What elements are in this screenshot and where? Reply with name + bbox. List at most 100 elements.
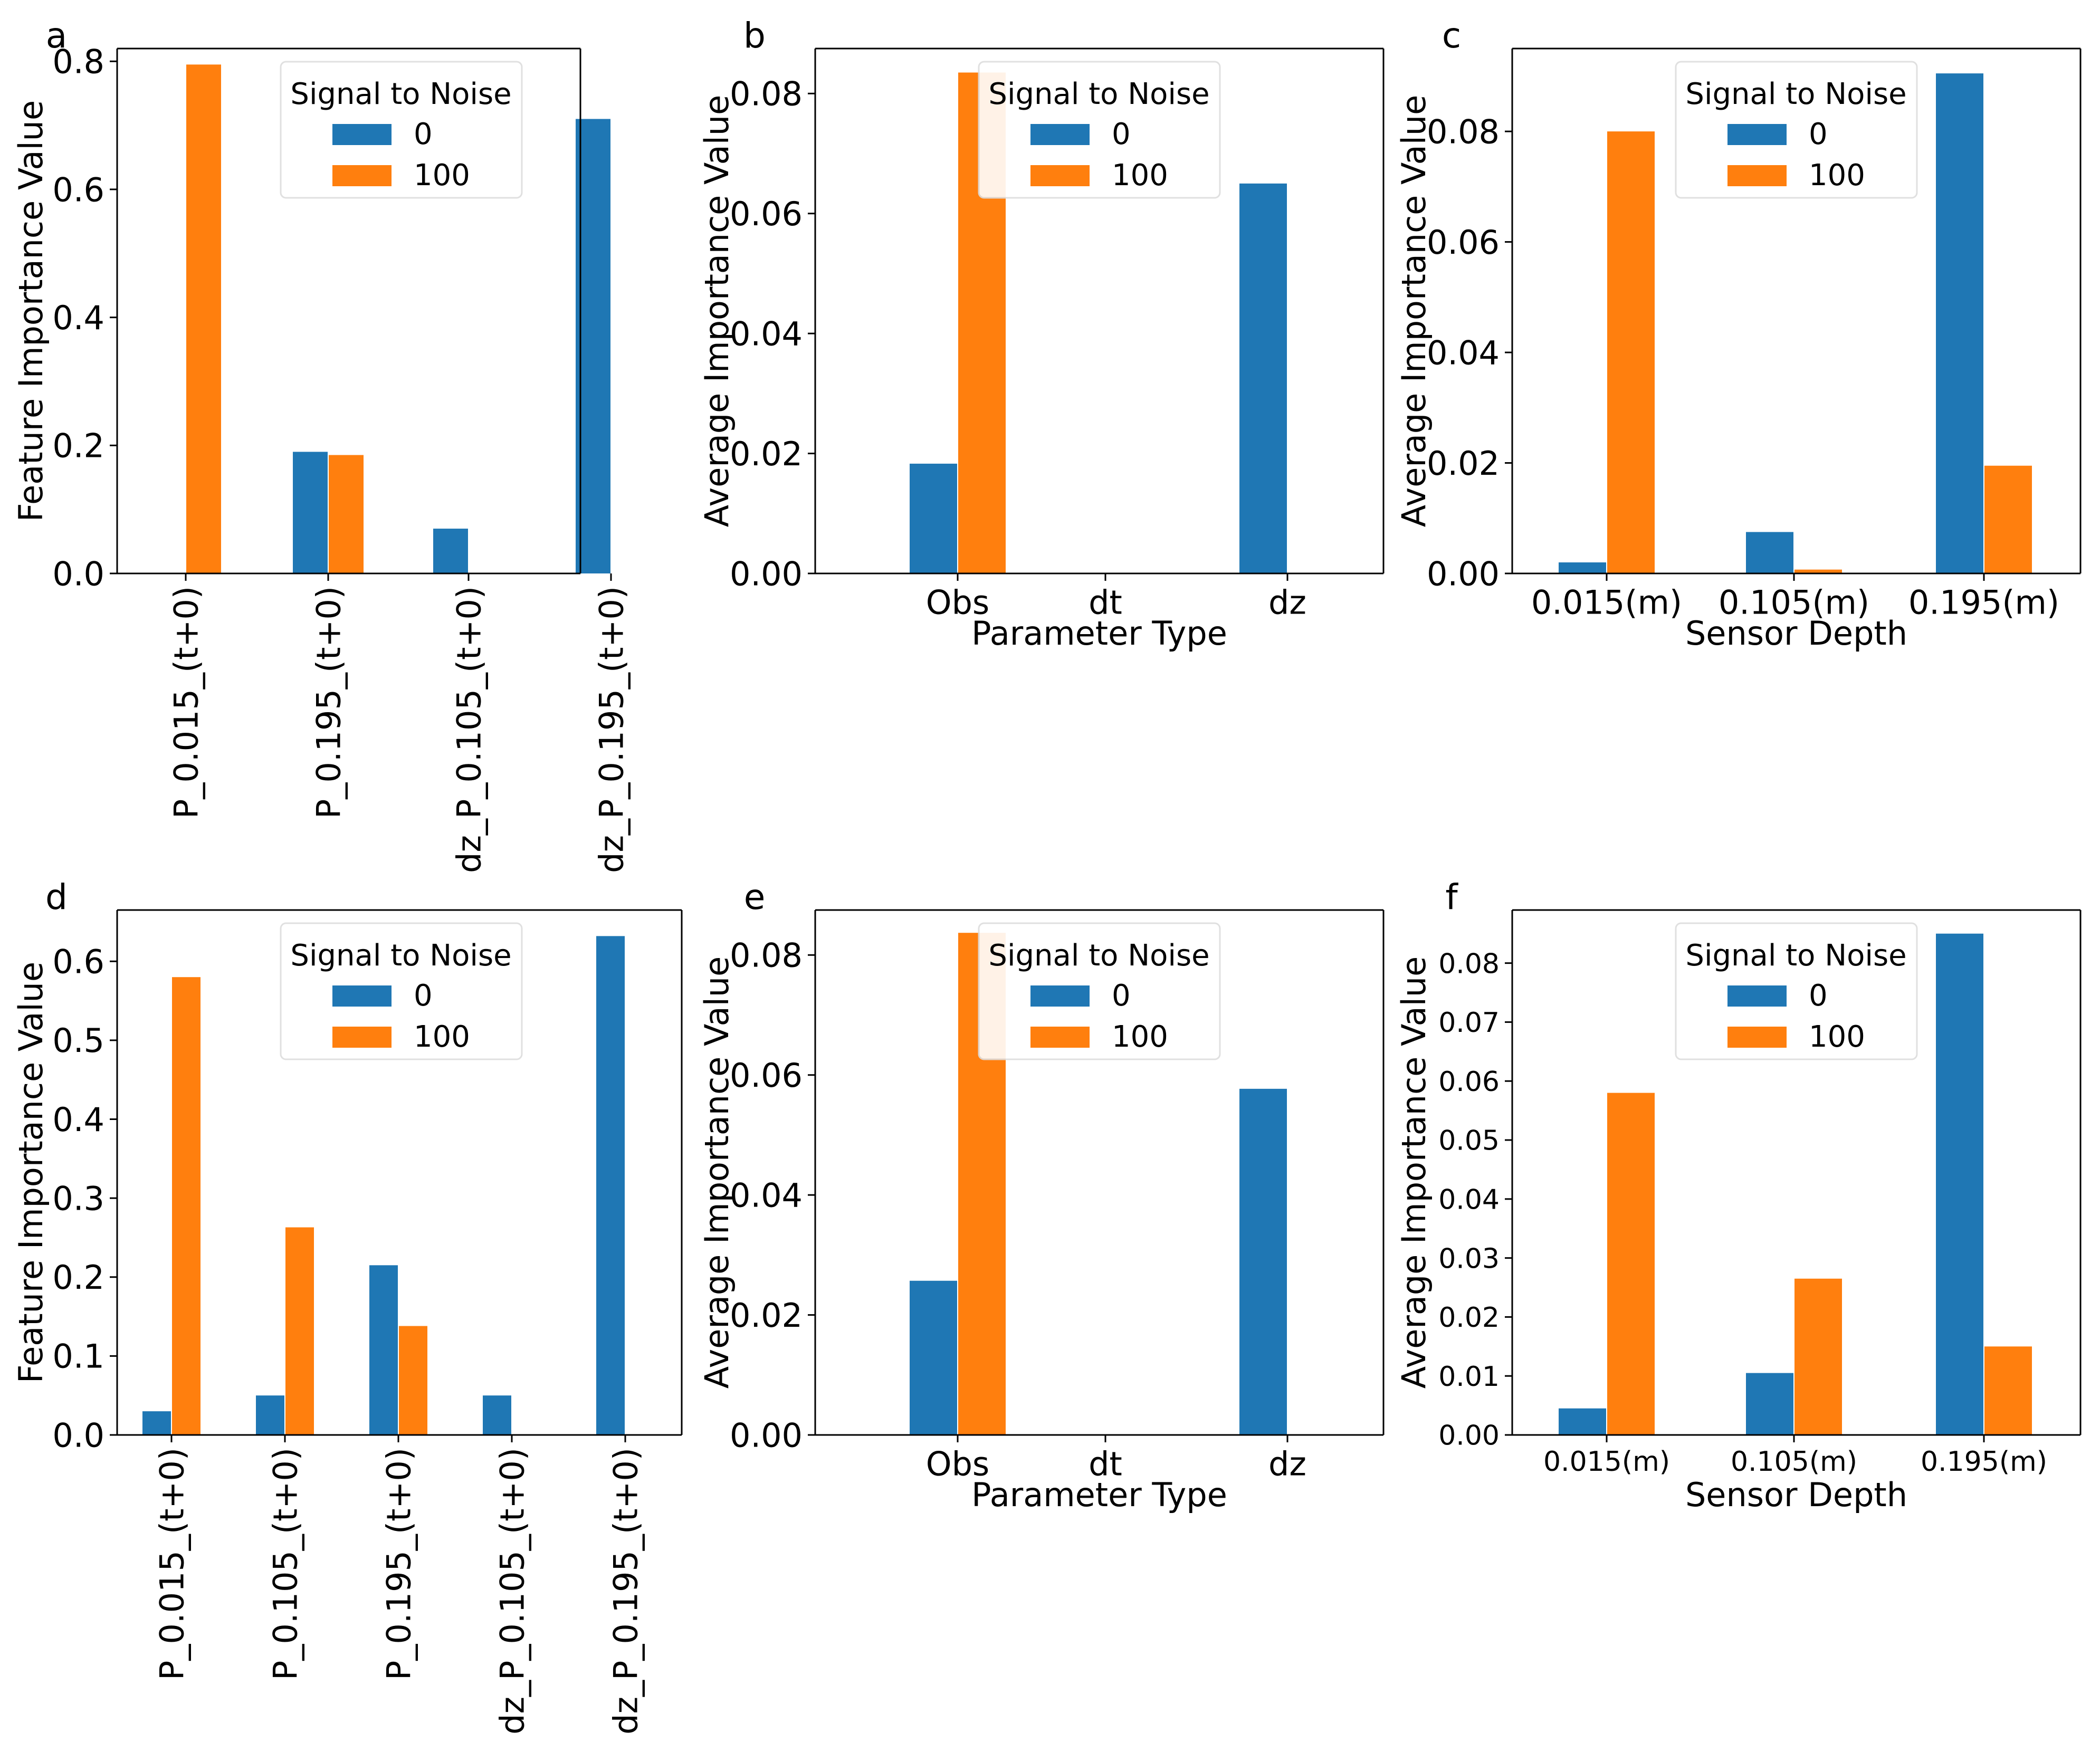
y-tick-label: 0.3 [52,1179,104,1218]
y-tick-label: 0.04 [1427,333,1500,372]
x-tick-label: P_0.015_(t+0) [167,586,205,819]
x-tick-label: P_0.195_(t+0) [309,586,348,819]
y-tick-label: 0.08 [730,75,803,113]
legend-frame [280,61,523,199]
legend-swatch-100 [1030,1027,1090,1048]
legend-swatch-0 [332,985,392,1007]
x-tick-label: dz_P_0.195_(t+0) [606,1448,645,1735]
legend-frame [280,922,523,1060]
x-tick-label: P_0.015_(t+0) [152,1448,191,1680]
y-tick-label: 0.04 [1438,1184,1500,1216]
legend-label-0: 0 [414,117,433,151]
panel-d: 0.0 0.1 0.2 0.3 0.4 0.5 0.6 P_0.015_(t+0) P_0.10… [12,877,683,1735]
x-tick-label: 0.105(m) [1719,583,1869,622]
legend-frame [978,922,1221,1060]
bar-c-100-1 [1794,569,1842,573]
legend-title: Signal to Noise [1685,939,1906,973]
x-tick-label: P_0.105_(t+0) [266,1448,304,1680]
x-tick-label: dz_P_0.105_(t+0) [493,1448,531,1735]
y-tick-label: 0.03 [1438,1243,1500,1275]
bar-e-0-0 [910,1280,957,1435]
y-tick-label: 0.6 [52,943,104,981]
panel-label: d [45,877,68,917]
x-tick-label: 0.015(m) [1531,583,1682,622]
legend-swatch-100 [1727,1027,1787,1048]
bar-c-0-0 [1559,562,1606,573]
x-tick-label: Obs [926,1445,989,1483]
legend-label-100: 100 [1809,1020,1865,1054]
y-tick-label: 0.00 [730,554,803,593]
y-tick-label: 0.02 [1427,444,1500,483]
bar-c-100-2 [1984,465,2032,573]
legend-label-100: 100 [414,158,470,193]
legend-label-0: 0 [414,979,433,1013]
bar-f-0-1 [1746,1373,1793,1435]
panel-label: f [1445,877,1458,917]
bar-f-100-0 [1607,1093,1655,1435]
bar-f-0-2 [1936,933,1983,1435]
legend-label-0: 0 [1809,979,1828,1013]
bar-f-0-0 [1559,1408,1606,1435]
y-tick-label: 0.06 [1427,223,1500,262]
x-tick-label: 0.195(m) [1921,1446,2047,1478]
bar-d-100-1 [285,1227,314,1435]
bar-c-0-2 [1936,73,1983,573]
legend-label-100: 100 [414,1020,470,1054]
y-tick-label: 0.4 [52,299,104,337]
y-axis-title: Feature Importance Value [12,100,50,522]
panel-label: c [1442,15,1461,56]
legend-label-0: 0 [1112,117,1131,151]
panel-label: e [744,877,766,917]
legend-label-0: 0 [1112,979,1131,1013]
bar-d-100-0 [172,977,201,1435]
legend-frame [978,61,1221,199]
bar-f-100-1 [1794,1278,1842,1435]
y-tick-label: 0.07 [1438,1007,1500,1039]
panel-a: 0.0 0.2 0.4 0.6 0.8 P_0.015_(t+0) P_0.195_(t+0… [12,15,631,873]
bar-e-0-2 [1239,1088,1287,1435]
bar-a-100-1 [329,455,364,573]
legend-swatch-0 [332,124,392,145]
legend-title: Signal to Noise [988,939,1209,973]
y-tick-label: 0.5 [52,1021,104,1060]
y-tick-label: 0.00 [730,1416,803,1454]
legend: Signal to Noise 0 100 [1675,61,1918,199]
x-tick-label: 0.195(m) [1908,583,2059,622]
y-tick-label: 0.04 [730,314,803,353]
panel-f: 0.00 0.01 0.02 0.03 0.04 0.05 0.06 0.07 0.08 0.01… [1395,877,2082,1514]
bar-a-0-2 [433,529,468,573]
bar-d-0-1 [256,1395,284,1435]
panel-label: b [743,15,766,56]
y-tick-label: 0.02 [1438,1302,1500,1334]
x-tick-label: 0.015(m) [1543,1446,1670,1478]
y-tick-label: 0.00 [1427,554,1500,593]
legend-swatch-0 [1030,985,1090,1007]
x-tick-label: Obs [926,583,989,622]
x-tick-label: dz [1268,583,1306,622]
y-tick-label: 0.1 [52,1337,104,1376]
bar-c-0-1 [1746,532,1793,573]
y-tick-label: 0.4 [52,1100,104,1139]
y-tick-label: 0.06 [730,195,803,233]
legend-label-100: 100 [1112,158,1168,193]
y-tick-label: 0.2 [52,1258,104,1297]
legend-swatch-0 [1727,985,1787,1007]
panel-c: 0.00 0.02 0.04 0.06 0.08 0.015(m) 0.105(m) 0.19… [1395,15,2082,653]
y-tick-label: 0.02 [730,435,803,473]
bar-b-0-0 [910,463,957,573]
y-axis-title: Average Importance Value [1395,95,1433,528]
legend: Signal to Noise 0 100 [280,922,523,1060]
legend-label-0: 0 [1809,117,1828,151]
x-tick-label: dz [1268,1445,1306,1483]
y-tick-label: 0.2 [52,427,104,465]
legend-label-100: 100 [1809,158,1865,193]
legend-swatch-100 [1727,165,1787,186]
bar-b-0-2 [1239,183,1287,573]
legend: Signal to Noise 0 100 [978,922,1221,1060]
x-tick-label: dt [1089,583,1122,622]
x-axis-title: Parameter Type [971,614,1227,653]
x-axis-title: Sensor Depth [1685,1476,1907,1514]
y-tick-label: 0.0 [52,1416,104,1454]
bar-d-0-3 [483,1395,511,1435]
